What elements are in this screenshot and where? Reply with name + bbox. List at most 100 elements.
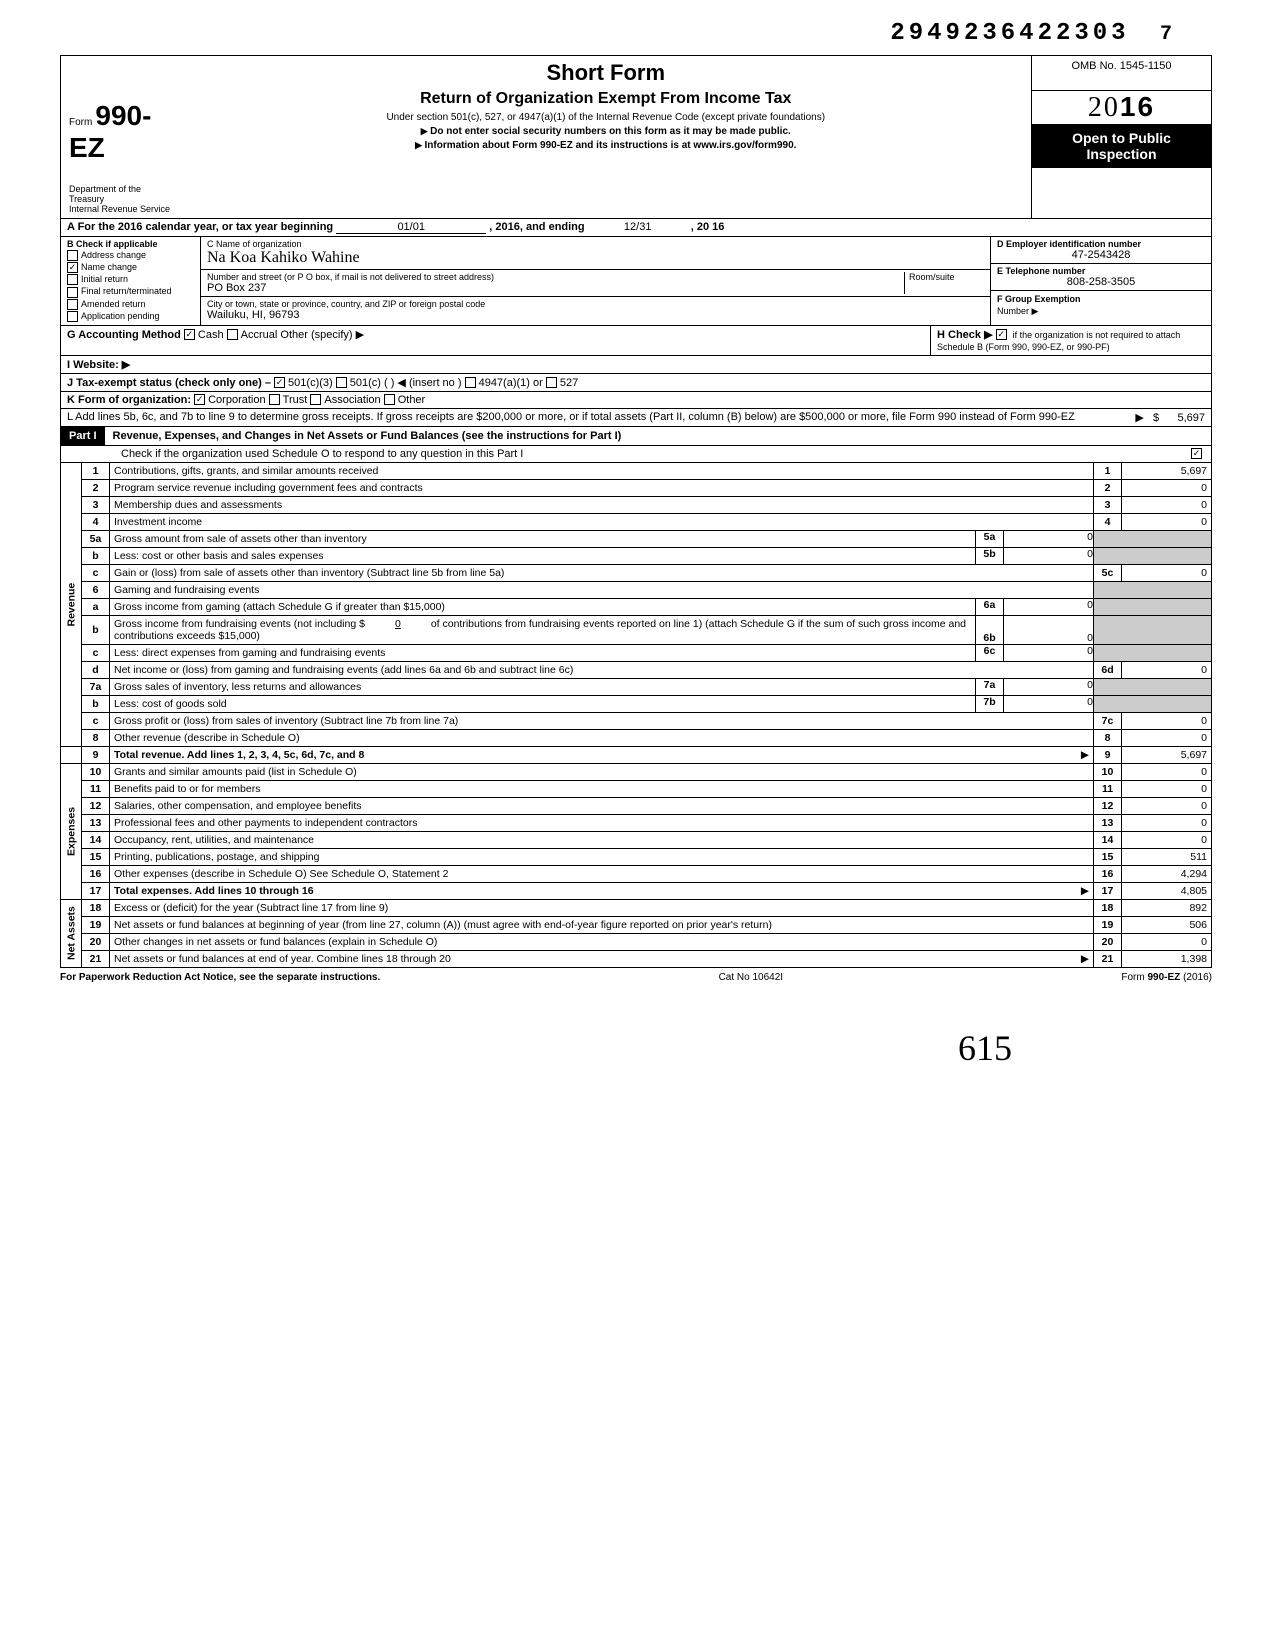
l19-nl: 19 bbox=[1094, 916, 1122, 933]
j-a: 501(c)(3) bbox=[288, 377, 333, 389]
a-mid: , 2016, and ending bbox=[489, 221, 584, 233]
cb-other[interactable] bbox=[384, 394, 395, 405]
title-cell: Short Form Return of Organization Exempt… bbox=[181, 56, 1032, 219]
footer: For Paperwork Reduction Act Notice, see … bbox=[60, 968, 1212, 987]
cb-pending[interactable] bbox=[67, 311, 78, 322]
shade bbox=[1094, 530, 1212, 547]
l17-nl: 17 bbox=[1094, 882, 1122, 899]
c-label: C Name of organization bbox=[207, 239, 984, 249]
l7b-n: b bbox=[82, 695, 110, 712]
l7a-n: 7a bbox=[82, 678, 110, 695]
k-trust: Trust bbox=[283, 394, 308, 406]
l16-nl: 16 bbox=[1094, 865, 1122, 882]
section-def: D Employer identification number 47-2543… bbox=[991, 237, 1211, 325]
k-other: Other bbox=[398, 394, 426, 406]
cb-assoc[interactable] bbox=[310, 394, 321, 405]
l5b-il: 5b bbox=[975, 548, 1003, 564]
cb-501c3[interactable] bbox=[274, 377, 285, 388]
l20-nl: 20 bbox=[1094, 933, 1122, 950]
section-b: B Check if applicable Address change Nam… bbox=[61, 237, 201, 325]
row-l: L Add lines 5b, 6c, and 7b to line 9 to … bbox=[60, 409, 1212, 427]
cb-h[interactable] bbox=[996, 329, 1007, 340]
cb-trust[interactable] bbox=[269, 394, 280, 405]
l6d-n: d bbox=[82, 661, 110, 678]
l4-v: 0 bbox=[1122, 513, 1212, 530]
cb-corp[interactable] bbox=[194, 394, 205, 405]
cb-501c[interactable] bbox=[336, 377, 347, 388]
row-a: A For the 2016 calendar year, or tax yea… bbox=[60, 219, 1212, 237]
shade bbox=[1094, 598, 1212, 615]
l6c-n: c bbox=[82, 644, 110, 661]
page-num: 7 bbox=[1160, 23, 1172, 46]
year-cell: 20201616 Open to Public Inspection bbox=[1032, 90, 1212, 218]
dln-number: 2949236422303 bbox=[890, 20, 1129, 47]
l6b-t: Gross income from fundraising events (no… bbox=[114, 618, 365, 630]
l7b-iv: 0 bbox=[1003, 696, 1093, 712]
l5a-n: 5a bbox=[82, 530, 110, 547]
cb-address[interactable] bbox=[67, 250, 78, 261]
l10-v: 0 bbox=[1122, 763, 1212, 780]
l21-nl: 21 bbox=[1094, 950, 1122, 967]
form-number-cell: Form 990-EZ Department of the Treasury I… bbox=[61, 56, 181, 219]
l7a-il: 7a bbox=[975, 679, 1003, 695]
subtitle: Under section 501(c), 527, or 4947(a)(1)… bbox=[189, 112, 1024, 123]
e-label: E Telephone number bbox=[997, 266, 1205, 276]
addr: PO Box 237 bbox=[207, 282, 904, 294]
cb-4947[interactable] bbox=[465, 377, 476, 388]
l17-t: Total expenses. Add lines 10 through 16 bbox=[114, 885, 314, 897]
b-label: B Check if applicable bbox=[67, 239, 158, 249]
room-label: Room/suite bbox=[909, 272, 984, 282]
k-label: K Form of organization: bbox=[67, 394, 191, 406]
l14-nl: 14 bbox=[1094, 831, 1122, 848]
l6-t: Gaming and fundraising events bbox=[110, 581, 1094, 598]
l9-t: Total revenue. Add lines 1, 2, 3, 4, 5c,… bbox=[114, 749, 364, 761]
l14-t: Occupancy, rent, utilities, and maintena… bbox=[110, 831, 1094, 848]
l5c-v: 0 bbox=[1122, 564, 1212, 581]
l5c-n: c bbox=[82, 564, 110, 581]
l11-t: Benefits paid to or for members bbox=[110, 780, 1094, 797]
l5a-t: Gross amount from sale of assets other t… bbox=[110, 531, 975, 547]
cb-cash[interactable] bbox=[184, 329, 195, 340]
l18-v: 892 bbox=[1122, 899, 1212, 916]
l13-n: 13 bbox=[82, 814, 110, 831]
g-other: Other (specify) ▶ bbox=[280, 329, 364, 341]
l11-nl: 11 bbox=[1094, 780, 1122, 797]
l20-t: Other changes in net assets or fund bala… bbox=[110, 933, 1094, 950]
l6b-n: b bbox=[82, 615, 110, 644]
section-c: C Name of organization Na Koa Kahiko Wah… bbox=[201, 237, 991, 325]
cb-amended[interactable] bbox=[67, 299, 78, 310]
l1-t: Contributions, gifts, grants, and simila… bbox=[110, 463, 1094, 480]
g-accrual: Accrual bbox=[241, 329, 278, 341]
l10-n: 10 bbox=[82, 763, 110, 780]
cb-527[interactable] bbox=[546, 377, 557, 388]
cb-accrual[interactable] bbox=[227, 329, 238, 340]
l-text: L Add lines 5b, 6c, and 7b to line 9 to … bbox=[67, 411, 1075, 423]
open-public: Open to Public bbox=[1038, 130, 1205, 146]
l21-v: 1,398 bbox=[1122, 950, 1212, 967]
l7b-il: 7b bbox=[975, 696, 1003, 712]
cb-name[interactable] bbox=[67, 262, 78, 273]
warn1: Do not enter social security numbers on … bbox=[189, 126, 1024, 137]
cb-part1[interactable] bbox=[1191, 448, 1202, 459]
l-amount: 5,697 bbox=[1177, 412, 1205, 424]
l21-n: 21 bbox=[82, 950, 110, 967]
l19-v: 506 bbox=[1122, 916, 1212, 933]
cb-final[interactable] bbox=[67, 287, 78, 298]
l5c-t: Gain or (loss) from sale of assets other… bbox=[110, 564, 1094, 581]
title: Return of Organization Exempt From Incom… bbox=[189, 90, 1024, 108]
l18-n: 18 bbox=[82, 899, 110, 916]
l20-n: 20 bbox=[82, 933, 110, 950]
a-end-m: 12/31 bbox=[588, 221, 688, 233]
ein: 47-2543428 bbox=[997, 249, 1205, 261]
l16-v: 4,294 bbox=[1122, 865, 1212, 882]
l9-v: 5,697 bbox=[1122, 746, 1212, 763]
l7a-t: Gross sales of inventory, less returns a… bbox=[110, 679, 975, 695]
dln: 2949236422303 7 bbox=[60, 20, 1212, 47]
g-label: G Accounting Method bbox=[67, 329, 181, 341]
j-c: ) ◀ (insert no ) bbox=[391, 377, 462, 389]
cb-initial[interactable] bbox=[67, 274, 78, 285]
l17-n: 17 bbox=[82, 882, 110, 899]
l5a-iv: 0 bbox=[1003, 531, 1093, 547]
l6-n: 6 bbox=[82, 581, 110, 598]
l10-nl: 10 bbox=[1094, 763, 1122, 780]
